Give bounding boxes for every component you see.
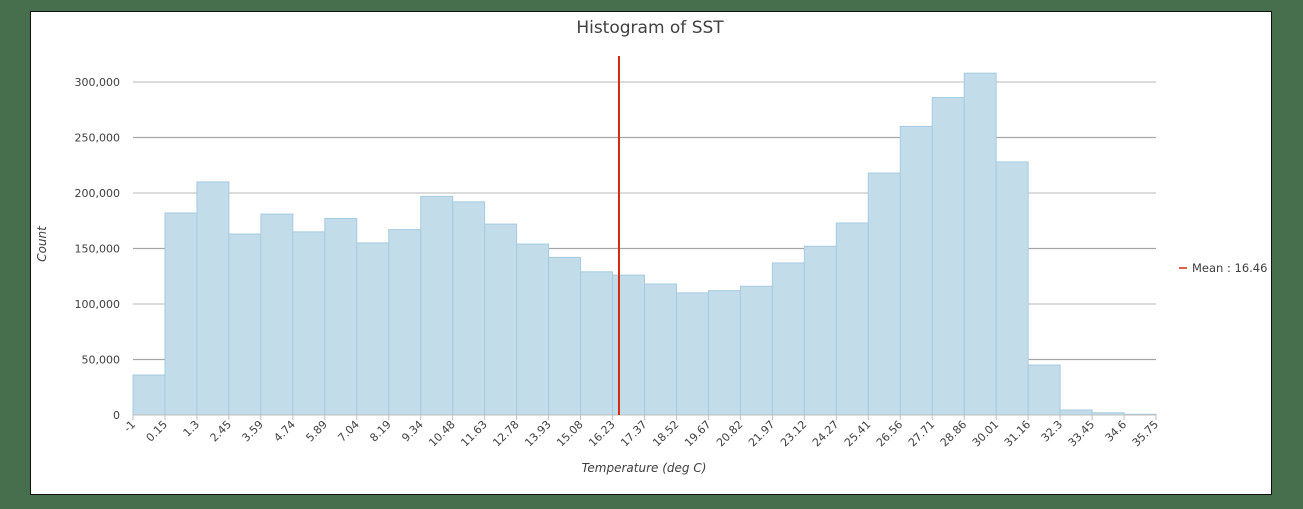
histogram-bar bbox=[548, 256, 582, 416]
y-tick-label: 50,000 bbox=[82, 354, 121, 367]
histogram-bar bbox=[835, 222, 869, 416]
x-tick-label: 1.3 bbox=[180, 418, 202, 440]
y-tick-label: 150,000 bbox=[75, 243, 121, 256]
histogram-bar bbox=[739, 285, 773, 416]
histogram-bar bbox=[612, 274, 645, 416]
chart-frame: Histogram of SST 0 50,000 100,000 150,000 20… bbox=[30, 11, 1272, 495]
y-tick-label: 200,000 bbox=[75, 187, 121, 200]
histogram-bar bbox=[1027, 364, 1061, 416]
legend-mean-label: Mean : 16.46 bbox=[1192, 261, 1267, 275]
x-tick-label: 21.97 bbox=[746, 418, 777, 449]
x-axis-label: Temperature (deg C) bbox=[582, 461, 707, 475]
histogram-bar bbox=[132, 374, 166, 416]
histogram-bar bbox=[420, 195, 454, 416]
x-tick-label: 34.6 bbox=[1103, 418, 1130, 445]
x-tick-label: 11.63 bbox=[458, 418, 489, 449]
chart-title: Histogram of SST bbox=[576, 18, 724, 38]
histogram-bar bbox=[995, 161, 1029, 416]
y-axis-ticks: 0 50,000 100,000 150,000 200,000 250,000 300,0… bbox=[75, 76, 121, 422]
x-tick-label: 16.23 bbox=[586, 418, 617, 449]
histogram-bar bbox=[228, 233, 262, 416]
histogram-bar bbox=[899, 125, 933, 416]
histogram-bar bbox=[867, 172, 901, 416]
x-tick-label: 23.12 bbox=[778, 418, 809, 449]
x-tick-label: 35.75 bbox=[1130, 418, 1161, 449]
x-tick-label: 30.01 bbox=[970, 418, 1001, 449]
histogram-bar bbox=[324, 218, 358, 416]
x-tick-label: 10.48 bbox=[426, 418, 457, 449]
histogram-bar bbox=[484, 223, 518, 416]
x-tick-label: 0.15 bbox=[144, 418, 171, 445]
x-tick-label: 12.78 bbox=[490, 418, 521, 449]
x-tick-label: 7.04 bbox=[335, 418, 362, 445]
histogram-bar bbox=[580, 271, 614, 416]
x-tick-label: 24.27 bbox=[810, 418, 841, 449]
histogram-bar bbox=[675, 292, 709, 416]
histogram-bar bbox=[196, 181, 230, 416]
x-tick-label: 31.16 bbox=[1002, 418, 1033, 449]
x-tick-label: 17.37 bbox=[618, 418, 649, 449]
histogram-bar bbox=[771, 262, 805, 416]
histogram-chart: Histogram of SST 0 50,000 100,000 150,000 20… bbox=[35, 18, 1267, 475]
histogram-bar bbox=[644, 283, 677, 416]
y-tick-label: 300,000 bbox=[75, 76, 121, 89]
x-tick-label: 18.52 bbox=[650, 418, 681, 449]
histogram-bar bbox=[292, 231, 326, 416]
x-tick-label: 4.74 bbox=[271, 418, 298, 445]
x-tick-label: 13.93 bbox=[522, 418, 553, 449]
histogram-bar bbox=[356, 242, 390, 416]
y-axis-label: Count bbox=[35, 225, 49, 262]
x-tick-label: -1 bbox=[121, 418, 138, 435]
histogram-bars bbox=[132, 72, 1157, 416]
x-tick-label: 2.45 bbox=[208, 418, 235, 445]
x-tick-label: 25.41 bbox=[842, 418, 873, 449]
histogram-bar bbox=[1059, 409, 1093, 416]
x-tick-label: 32.3 bbox=[1039, 418, 1066, 445]
x-tick-label: 20.82 bbox=[714, 418, 745, 449]
legend: Mean : 16.46 bbox=[1179, 261, 1267, 275]
y-tick-label: 250,000 bbox=[75, 132, 121, 145]
histogram-bar bbox=[707, 290, 741, 416]
histogram-bar bbox=[388, 229, 422, 416]
x-tick-label: 5.89 bbox=[303, 418, 330, 445]
x-tick-label: 9.34 bbox=[399, 418, 426, 445]
x-tick-label: 28.86 bbox=[938, 418, 969, 449]
y-tick-label: 0 bbox=[113, 409, 120, 422]
histogram-bar bbox=[260, 213, 294, 416]
x-tick-label: 26.56 bbox=[874, 418, 905, 449]
x-tick-label: 8.19 bbox=[367, 418, 394, 445]
x-tick-label: 27.71 bbox=[906, 418, 937, 449]
x-tick-label: 33.45 bbox=[1066, 418, 1097, 449]
histogram-bar bbox=[931, 97, 965, 416]
histogram-bar bbox=[452, 201, 486, 416]
histogram-bar bbox=[516, 243, 550, 416]
x-tick-label: 19.67 bbox=[682, 418, 713, 449]
x-tick-label: 3.59 bbox=[239, 418, 266, 445]
y-tick-label: 100,000 bbox=[75, 298, 121, 311]
histogram-bar bbox=[803, 245, 837, 416]
x-tick-label: 15.08 bbox=[554, 418, 585, 449]
histogram-bar bbox=[963, 72, 997, 416]
histogram-bar bbox=[164, 212, 198, 416]
x-axis-ticks: -1 0.15 1.3 2.45 3.59 4.74 5.89 7.04 8.19 9.34 10.… bbox=[121, 415, 1161, 449]
